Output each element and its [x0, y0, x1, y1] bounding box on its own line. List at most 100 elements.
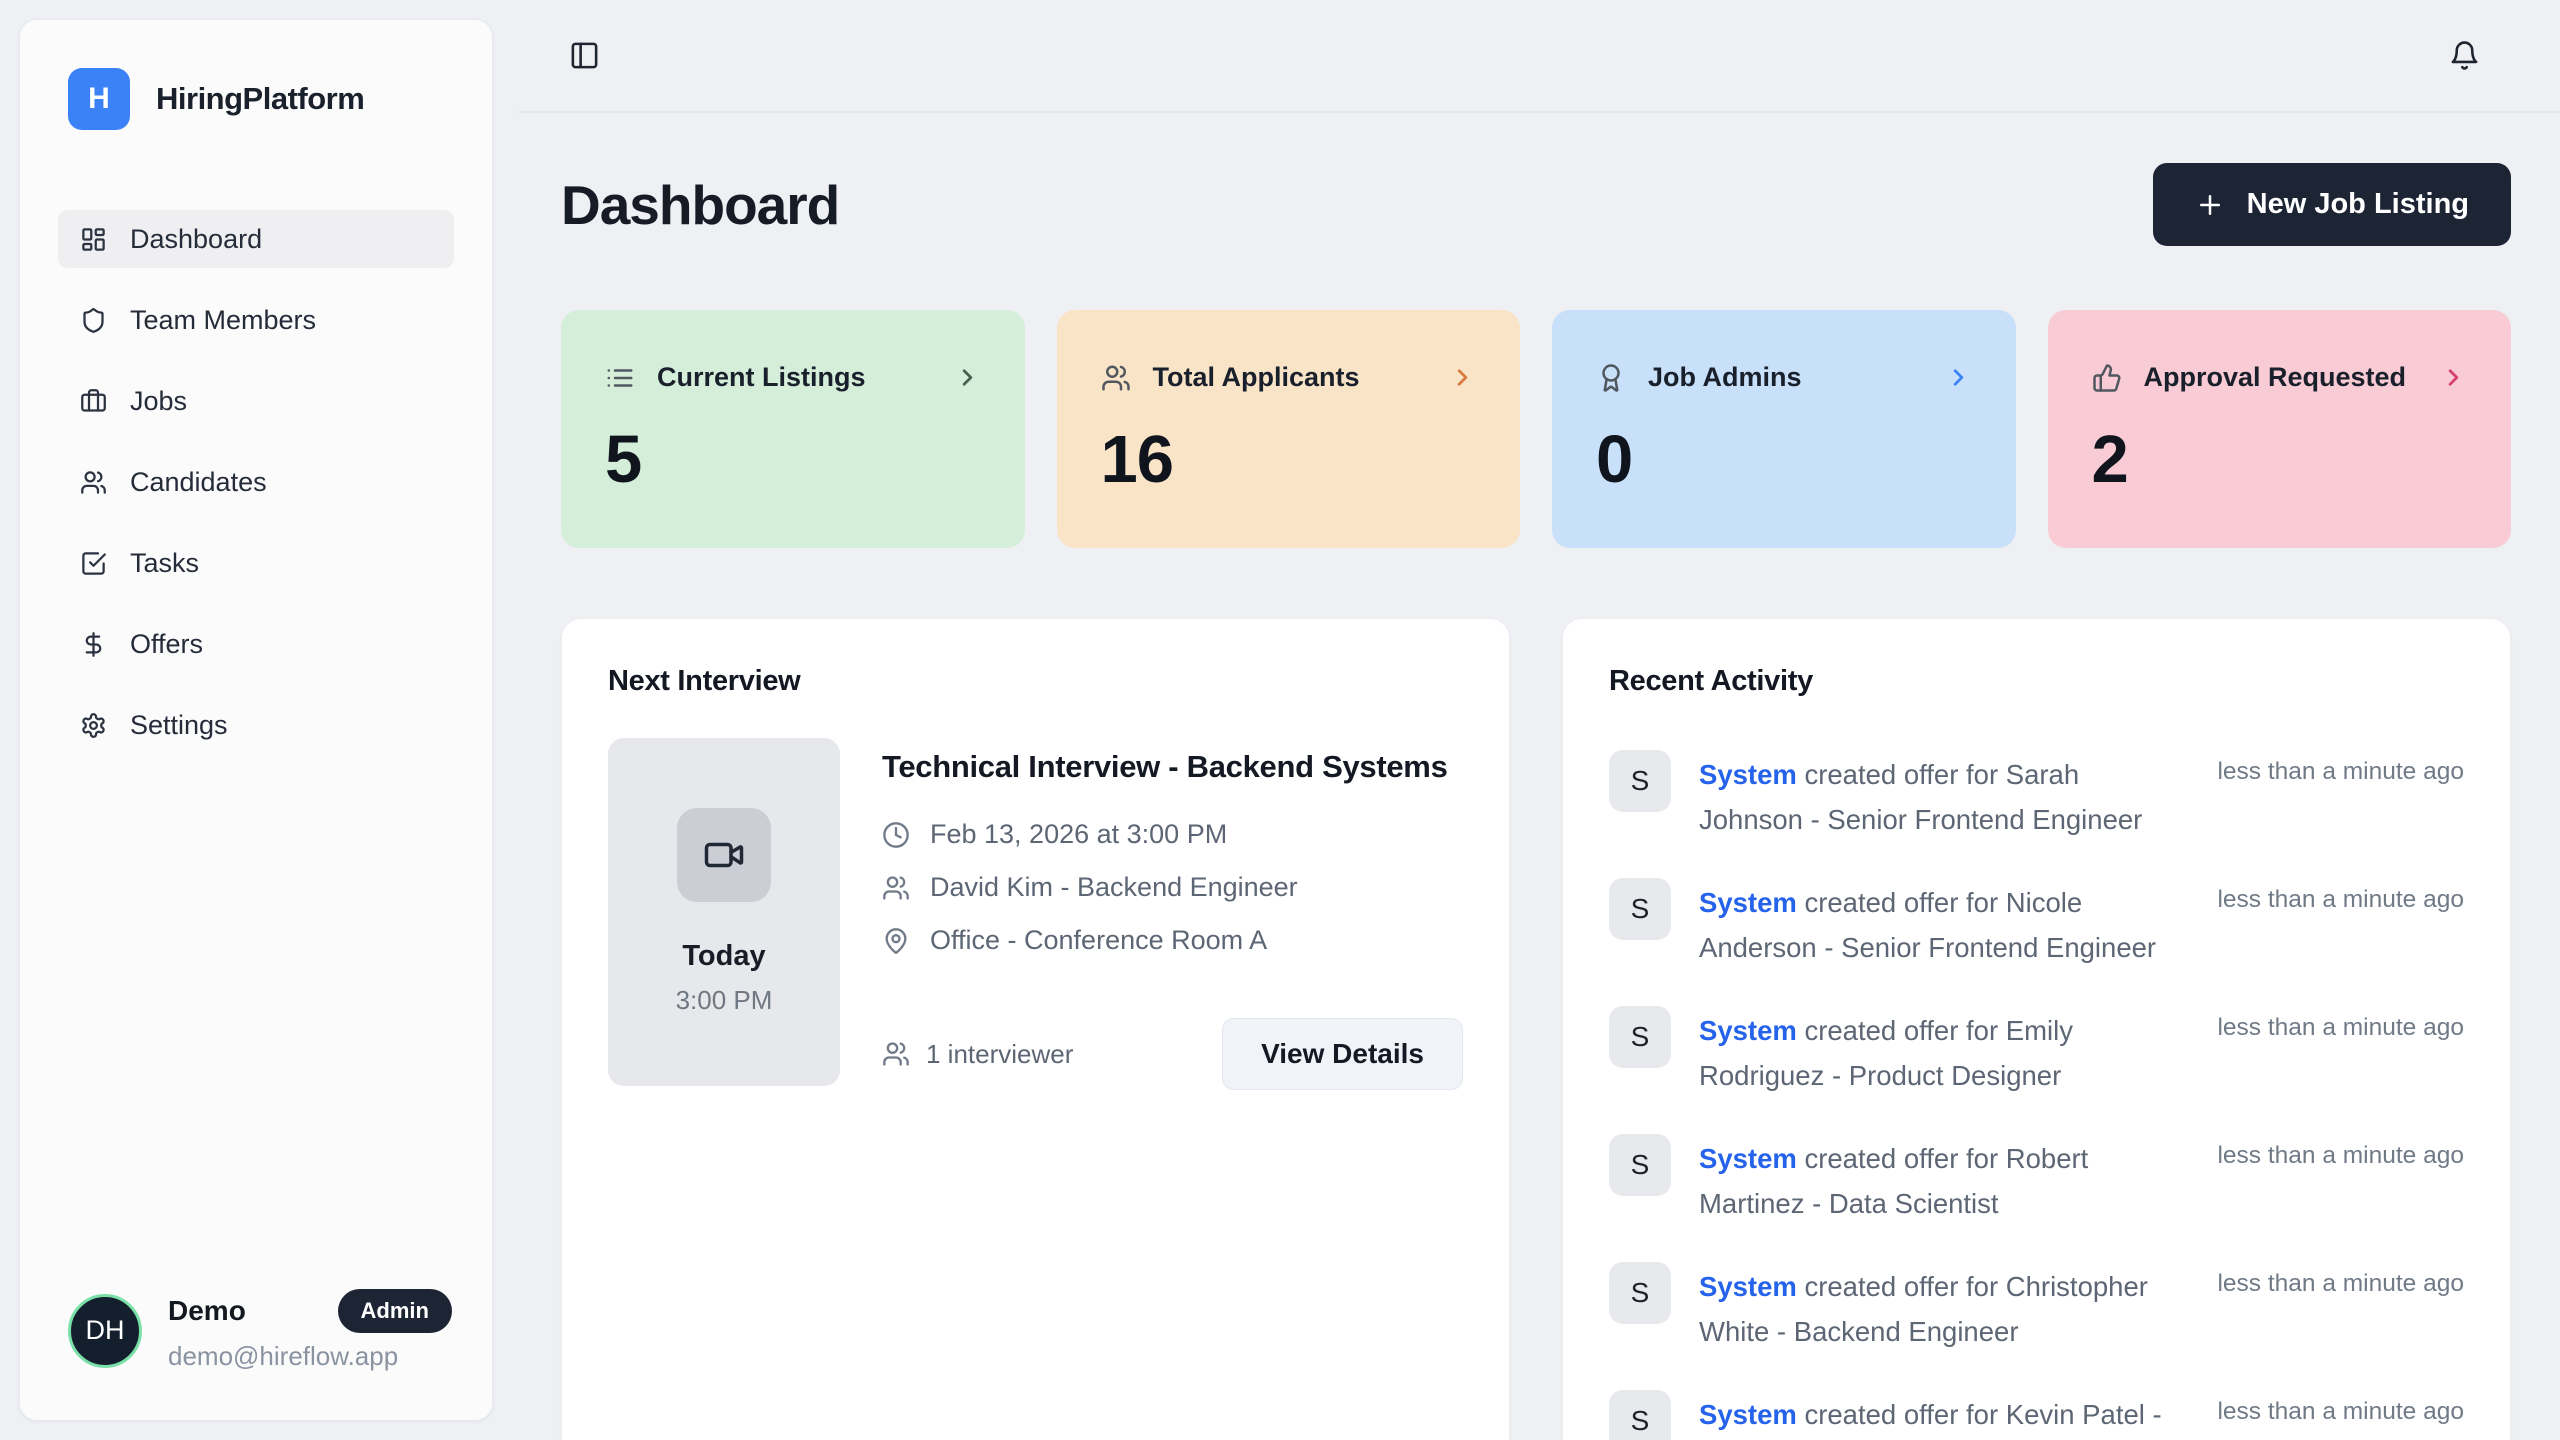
panel-left-icon [569, 40, 600, 71]
activity-timestamp: less than a minute ago [2217, 886, 2464, 913]
recent-activity-title: Recent Activity [1609, 665, 1813, 697]
users-icon [882, 1040, 910, 1068]
activity-actor: System [1699, 1143, 1797, 1174]
top-bar [519, 0, 2560, 113]
activity-timestamp: less than a minute ago [2217, 1270, 2464, 1297]
interview-day: Today [682, 940, 766, 972]
stat-card-job-admins[interactable]: Job Admins 0 [1552, 310, 2016, 548]
stat-label: Current Listings [657, 362, 866, 392]
thumbs-up-icon [2092, 363, 2122, 393]
activity-item[interactable]: S System created offer for Christopher W… [1609, 1262, 2464, 1354]
activity-item[interactable]: S System created offer for Sarah Johnson… [1609, 750, 2464, 842]
activity-text: System created offer for Emily Rodriguez… [1699, 1006, 2189, 1098]
interview-time: 3:00 PM [675, 985, 773, 1015]
interviewer-count: 1 interviewer [882, 1039, 1073, 1070]
activity-text: System created offer for Nicole Anderson… [1699, 878, 2189, 970]
stat-card-total-applicants[interactable]: Total Applicants 16 [1056, 310, 1520, 548]
sidebar: H HiringPlatform Dashboard Team Members [19, 19, 493, 1421]
interview-datetime: Feb 13, 2026 at 3:00 PM [930, 819, 1228, 849]
interview-job-title: Technical Interview - Backend Systems [882, 749, 1448, 784]
sidebar-item-team-members[interactable]: Team Members [58, 291, 454, 349]
list-icon [605, 363, 635, 393]
activity-actor: System [1699, 759, 1797, 790]
activity-avatar: S [1609, 750, 1671, 812]
stat-card-current-listings[interactable]: Current Listings 5 [561, 310, 1025, 548]
sidebar-toggle-button[interactable] [563, 34, 606, 77]
dollar-sign-icon [80, 631, 107, 658]
sidebar-item-candidates[interactable]: Candidates [58, 453, 454, 511]
notifications-button[interactable] [2443, 34, 2486, 77]
view-details-button[interactable]: View Details [1222, 1018, 1463, 1090]
user-email: demo@hireflow.app [168, 1341, 399, 1371]
sidebar-item-settings[interactable]: Settings [58, 696, 454, 754]
activity-avatar: S [1609, 1390, 1671, 1440]
interview-location: Office - Conference Room A [930, 925, 1268, 955]
brand: H HiringPlatform [20, 20, 492, 130]
stat-label: Job Admins [1648, 362, 1802, 392]
sidebar-item-label: Jobs [130, 385, 188, 416]
interview-location-row: Office - Conference Room A [882, 925, 1463, 956]
sidebar-item-tasks[interactable]: Tasks [58, 534, 454, 592]
users-icon [882, 874, 910, 902]
sidebar-item-label: Tasks [130, 547, 200, 578]
new-job-listing-button[interactable]: New Job Listing [2152, 163, 2511, 246]
page-header: Dashboard New Job Listing [561, 163, 2511, 246]
activity-actor: System [1699, 1399, 1797, 1430]
stat-value: 0 [1596, 422, 1633, 497]
activity-item[interactable]: S System created offer for Nicole Anders… [1609, 878, 2464, 970]
stat-label: Approval Requested [2143, 362, 2407, 392]
chevron-right-icon [954, 364, 981, 391]
sidebar-item-label: Candidates [130, 466, 267, 497]
sidebar-nav: Dashboard Team Members Jobs Candidates [20, 210, 492, 777]
user-name: Demo [168, 1295, 246, 1326]
shield-icon [80, 307, 107, 334]
next-interview-panel: Next Interview Today 3:00 PM Technical I… [561, 618, 1510, 1440]
main-content: Dashboard New Job Listing Current Listin… [561, 113, 2511, 1440]
activity-description: created offer for Sarah Johnson - Senior… [1699, 759, 2143, 835]
interview-candidate: David Kim - Backend Engineer [930, 872, 1298, 902]
activity-timestamp: less than a minute ago [2217, 1142, 2464, 1169]
sidebar-item-label: Dashboard [130, 223, 263, 254]
sidebar-item-dashboard[interactable]: Dashboard [58, 210, 454, 268]
user-profile[interactable]: DH Demo Admin demo@hireflow.app [20, 1289, 492, 1420]
plus-icon [2195, 190, 2225, 220]
next-interview-title: Next Interview [608, 665, 801, 697]
brand-name: HiringPlatform [156, 81, 365, 116]
activity-list: S System created offer for Sarah Johnson… [1609, 750, 2464, 1440]
users-icon [80, 469, 107, 496]
check-square-icon [80, 550, 107, 577]
stat-value: 2 [2091, 422, 2129, 497]
chevron-right-icon [1945, 364, 1972, 391]
bell-icon [2449, 40, 2480, 71]
activity-text: System created offer for Sarah Johnson -… [1699, 750, 2189, 842]
interview-schedule-tile: Today 3:00 PM [608, 738, 840, 1086]
video-camera-icon [677, 808, 771, 902]
interviewer-count-label: 1 interviewer [926, 1038, 1074, 1069]
activity-text: System created offer for Christopher Whi… [1699, 1262, 2189, 1354]
activity-description: created offer for Emily Rodriguez - Prod… [1699, 1015, 2073, 1091]
chevron-right-icon [2440, 364, 2467, 391]
activity-item[interactable]: S System created offer for Kevin Patel -… [1609, 1390, 2464, 1440]
gear-icon [80, 712, 107, 739]
sidebar-item-offers[interactable]: Offers [58, 615, 454, 673]
clock-icon [882, 821, 910, 849]
activity-actor: System [1699, 1271, 1797, 1302]
stat-card-approval-requested[interactable]: Approval Requested 2 [2047, 310, 2511, 548]
activity-description: created offer for Christopher White - Ba… [1699, 1271, 2148, 1347]
activity-item[interactable]: S System created offer for Robert Martin… [1609, 1134, 2464, 1226]
briefcase-icon [80, 388, 107, 415]
users-icon [1101, 363, 1131, 393]
sidebar-item-jobs[interactable]: Jobs [58, 372, 454, 430]
chevron-right-icon [1449, 364, 1476, 391]
activity-item[interactable]: S System created offer for Emily Rodrigu… [1609, 1006, 2464, 1098]
activity-timestamp: less than a minute ago [2217, 1014, 2464, 1041]
stat-value: 5 [605, 422, 642, 497]
sidebar-item-label: Offers [130, 628, 204, 659]
interview-candidate-row: David Kim - Backend Engineer [882, 872, 1463, 903]
activity-description: created offer for Robert Martinez - Data… [1699, 1143, 2089, 1219]
sidebar-item-label: Team Members [130, 304, 317, 335]
brand-logo: H [68, 68, 130, 130]
activity-text: System created offer for Kevin Patel - D… [1699, 1390, 2189, 1440]
layout-dashboard-icon [80, 226, 107, 253]
